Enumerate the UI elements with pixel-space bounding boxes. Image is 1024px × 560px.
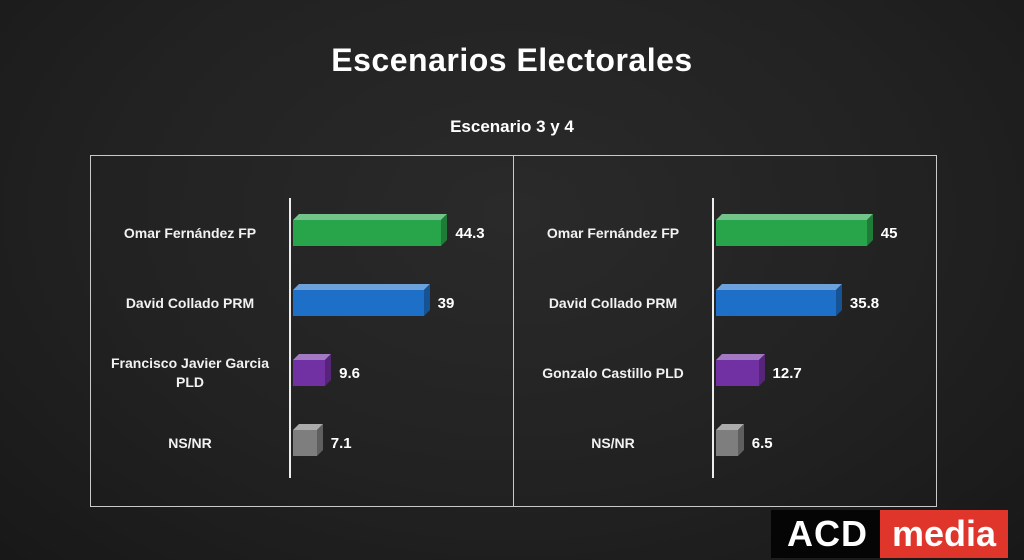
bar-face-front (293, 290, 424, 316)
bar-row: Omar Fernández FP 44.3 (91, 198, 513, 268)
bar-row: David Collado PRM 39 (91, 268, 513, 338)
bar-row: NS/NR 7.1 (91, 408, 513, 478)
bar-row: NS/NR 6.5 (514, 408, 936, 478)
bar-track: 7.1 (289, 408, 513, 478)
value-label: 44.3 (455, 224, 485, 242)
category-label: NS/NR (168, 434, 212, 451)
category-label: Gonzalo Castillo PLD (542, 364, 684, 381)
bar (716, 354, 765, 386)
bar (716, 284, 842, 316)
bar-row: Gonzalo Castillo PLD 12.7 (514, 338, 936, 408)
bar-row: David Collado PRM 35.8 (514, 268, 936, 338)
value-label: 9.6 (339, 364, 361, 382)
bar-track: 9.6 (289, 338, 513, 408)
bar-face-side (423, 284, 430, 316)
bar (716, 214, 873, 246)
category-label: Omar Fernández FP (546, 224, 680, 241)
bar (293, 214, 448, 246)
bar (293, 424, 323, 456)
category-label: David Collado PRM (548, 294, 678, 311)
bar-track: 44.3 (289, 198, 513, 268)
bar-track: 6.5 (712, 408, 936, 478)
bar-face-side (325, 354, 332, 386)
category-label: Francisco Javier Garcia PLD (111, 355, 269, 390)
chart-container: Omar Fernández FP 44.3 David Collado PRM 39… (90, 155, 937, 507)
bar (293, 354, 332, 386)
bar-face-side (866, 214, 873, 246)
bar-track: 39 (289, 268, 513, 338)
value-label: 7.1 (330, 434, 352, 452)
bar-face-front (716, 290, 836, 316)
value-label: 12.7 (772, 364, 802, 382)
bar-face-side (737, 424, 744, 456)
bar-track: 35.8 (712, 268, 936, 338)
acd-media-logo: ACD media (770, 510, 1008, 558)
chart-panel-right: Omar Fernández FP 45 David Collado PRM 35.8… (514, 156, 936, 506)
value-label: 6.5 (751, 434, 773, 452)
value-label: 39 (437, 294, 455, 312)
chart-subtitle: Escenario 3 y 4 (450, 117, 574, 136)
bar-face-side (758, 354, 765, 386)
bar-face-front (293, 360, 326, 386)
category-label: NS/NR (591, 434, 635, 451)
logo-media-text: media (879, 510, 1008, 558)
bar (716, 424, 744, 456)
bar-row: Francisco Javier Garcia PLD 9.6 (91, 338, 513, 408)
bar-face-side (835, 284, 842, 316)
bar-face-front (716, 430, 738, 456)
bar-face-front (716, 360, 759, 386)
bar-track: 12.7 (712, 338, 936, 408)
bar-face-side (441, 214, 448, 246)
value-label: 45 (880, 224, 898, 242)
bar-face-front (293, 430, 317, 456)
category-label: Omar Fernández FP (123, 224, 257, 241)
bar-face-side (316, 424, 323, 456)
logo-acd-text: ACD (770, 510, 880, 558)
category-label: David Collado PRM (125, 294, 255, 311)
value-label: 35.8 (849, 294, 880, 312)
bar-face-front (293, 220, 442, 246)
panel-divider (513, 156, 514, 506)
chart-panel-left: Omar Fernández FP 44.3 David Collado PRM 39… (91, 156, 513, 506)
bar (293, 284, 430, 316)
bar-face-front (716, 220, 867, 246)
page-title: Escenarios Electorales (331, 42, 693, 78)
bar-row: Omar Fernández FP 45 (514, 198, 936, 268)
bar-track: 45 (712, 198, 936, 268)
